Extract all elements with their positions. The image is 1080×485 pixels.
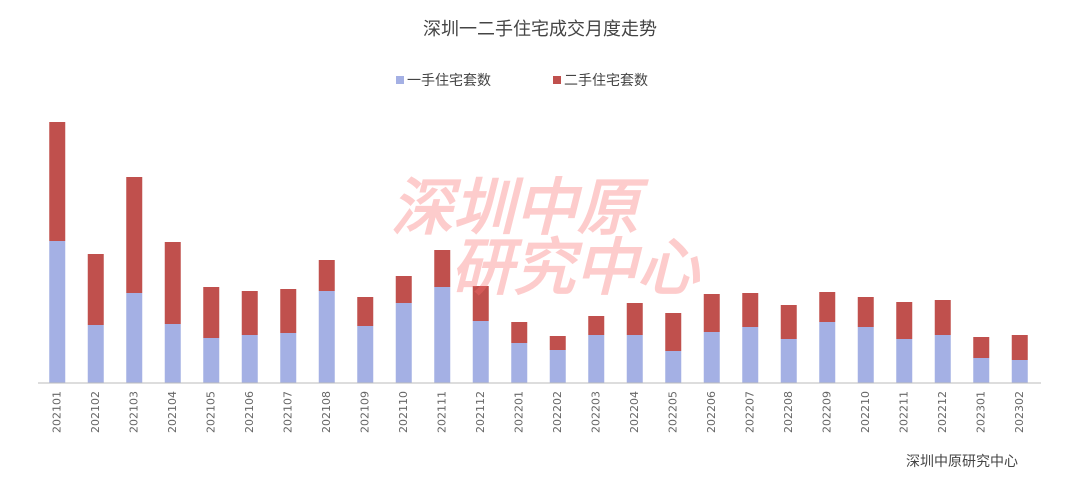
bar bbox=[665, 313, 682, 351]
bar bbox=[472, 321, 489, 383]
watermark: 深圳中原 研究中心 bbox=[391, 171, 701, 304]
x-tick-label: 202111 bbox=[435, 391, 448, 433]
bar bbox=[164, 242, 181, 324]
bar bbox=[588, 335, 605, 383]
bar bbox=[434, 250, 451, 287]
bar bbox=[395, 276, 412, 303]
bar bbox=[703, 294, 720, 332]
x-tick-label: 202212 bbox=[936, 391, 949, 433]
bar bbox=[626, 335, 643, 383]
x-tick-label: 202201 bbox=[512, 391, 525, 433]
bar bbox=[973, 358, 990, 383]
bar bbox=[665, 351, 682, 383]
bar bbox=[434, 287, 451, 383]
x-tick-label: 202209 bbox=[820, 391, 833, 433]
watermark-text: 研究中心 bbox=[451, 231, 701, 304]
bar bbox=[280, 333, 297, 383]
bar bbox=[857, 297, 874, 327]
bar bbox=[1011, 360, 1028, 383]
bar bbox=[742, 293, 759, 327]
x-tick-label: 202104 bbox=[166, 391, 179, 433]
bar bbox=[357, 326, 374, 383]
bar bbox=[87, 325, 104, 383]
bar bbox=[126, 293, 143, 383]
bar bbox=[549, 350, 566, 383]
x-tick-label: 202204 bbox=[628, 391, 641, 433]
x-tick-label: 202210 bbox=[859, 391, 872, 433]
x-tick-label: 202112 bbox=[474, 391, 487, 433]
x-tick-label: 202301 bbox=[974, 391, 987, 433]
bar bbox=[241, 335, 258, 383]
legend-swatch bbox=[396, 76, 404, 84]
x-tick-label: 202102 bbox=[89, 391, 102, 433]
bar bbox=[780, 339, 797, 383]
bar bbox=[241, 291, 258, 335]
x-tick-label: 202105 bbox=[204, 391, 217, 433]
bar bbox=[511, 322, 528, 343]
legend-label: 二手住宅套数 bbox=[564, 73, 648, 89]
x-tick-label: 202205 bbox=[666, 391, 679, 433]
bar bbox=[896, 302, 913, 339]
bar bbox=[164, 324, 181, 383]
x-tick-label: 202107 bbox=[281, 391, 294, 433]
bar bbox=[280, 289, 297, 333]
bar bbox=[626, 303, 643, 335]
watermark-text: 深圳中原 bbox=[391, 171, 649, 244]
legend-swatch bbox=[553, 76, 561, 84]
bar bbox=[934, 300, 951, 335]
bar bbox=[1011, 335, 1028, 360]
bar bbox=[395, 303, 412, 383]
legend-label: 一手住宅套数 bbox=[407, 73, 491, 89]
bar bbox=[819, 292, 836, 322]
x-tick-label: 202202 bbox=[551, 391, 564, 433]
bar bbox=[511, 343, 528, 383]
bar bbox=[87, 254, 104, 325]
x-tick-label: 202302 bbox=[1013, 391, 1026, 433]
bar bbox=[819, 322, 836, 383]
bar bbox=[780, 305, 797, 339]
bar bbox=[588, 316, 605, 335]
bar bbox=[49, 122, 66, 241]
x-tick-label: 202103 bbox=[127, 391, 140, 433]
x-tick-label: 202106 bbox=[243, 391, 256, 433]
x-tick-label: 202108 bbox=[320, 391, 333, 433]
x-tick-label: 202203 bbox=[589, 391, 602, 433]
x-tick-label: 202109 bbox=[358, 391, 371, 433]
bar bbox=[203, 338, 220, 383]
bar bbox=[49, 241, 66, 383]
bar bbox=[973, 337, 990, 358]
bar bbox=[857, 327, 874, 383]
chart-title: 深圳一二手住宅成交月度走势 bbox=[423, 19, 657, 40]
x-tick-label: 202206 bbox=[705, 391, 718, 433]
bar bbox=[742, 327, 759, 383]
bar bbox=[203, 287, 220, 338]
bar bbox=[126, 177, 143, 293]
bar bbox=[357, 297, 374, 326]
x-tick-label: 202101 bbox=[50, 391, 63, 433]
bar bbox=[549, 336, 566, 350]
x-tick-label: 202110 bbox=[397, 391, 410, 433]
bar bbox=[934, 335, 951, 383]
bar bbox=[318, 260, 335, 291]
bar bbox=[318, 291, 335, 383]
bar bbox=[472, 286, 489, 321]
bar bbox=[703, 332, 720, 383]
bar bbox=[896, 339, 913, 383]
source: 深圳中原研究中心 bbox=[906, 454, 1018, 470]
x-tick-label: 202208 bbox=[782, 391, 795, 433]
x-tick-label: 202211 bbox=[897, 391, 910, 433]
x-tick-label: 202207 bbox=[743, 391, 756, 433]
